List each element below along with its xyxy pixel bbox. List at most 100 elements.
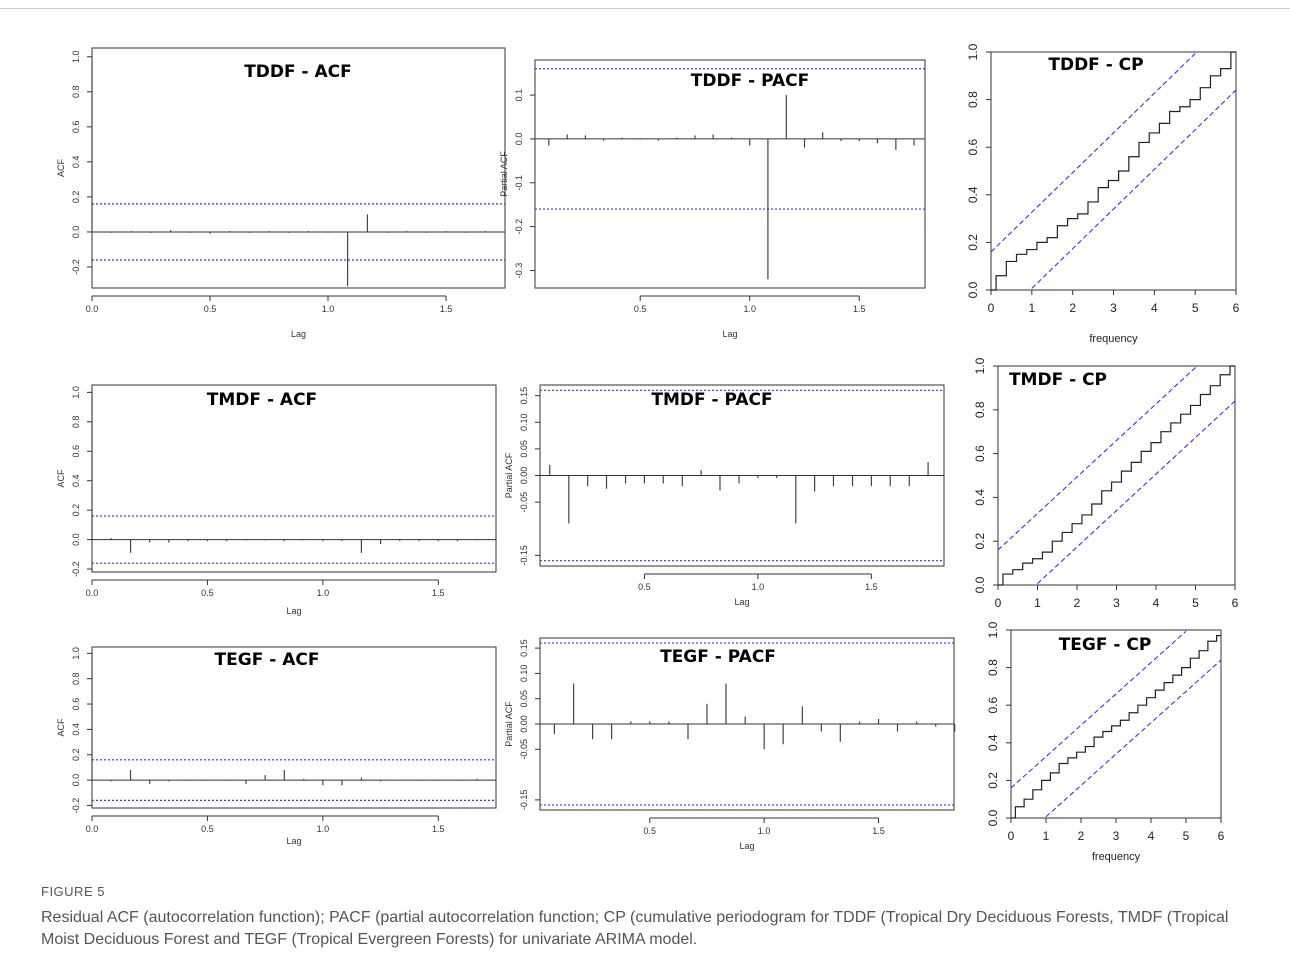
tddf-pacf-bars	[548, 95, 915, 280]
y-tick-label: -0.2	[71, 561, 81, 577]
tmdf-acf-x-axis: 0.0 0.5 1.0 1.5	[86, 579, 445, 598]
tddf-pacf-panel: -0.3 -0.2 -0.1 0.0 0.1 0.5 1.0 1.5 Lag Partial AC…	[499, 59, 926, 339]
x-tick-label: 2	[1078, 829, 1085, 843]
tddf-pacf-y-axis: -0.3 -0.2 -0.1 0.0 0.1	[514, 89, 535, 278]
tegf-acf-title: TEGF - ACF	[215, 650, 320, 670]
x-tick-label: 1	[1043, 829, 1050, 843]
tmdf-cp-x-axis: 0 1 2 3 4 5 6	[995, 585, 1239, 610]
x-tick-label: 1.0	[317, 588, 330, 598]
tmdf-pacf-title: TMDF - PACF	[651, 390, 772, 410]
tddf-acf-ylabel: ACF	[56, 158, 66, 177]
tegf-pacf-bars	[553, 683, 956, 750]
x-tick-label: 1.5	[432, 824, 445, 834]
y-tick-label: -0.15	[519, 545, 529, 566]
cp-upper-band	[990, 53, 1196, 253]
y-tick-label: -0.1	[514, 175, 524, 191]
tddf-cp-x-axis: 0 1 2 3 4 5 6	[988, 290, 1240, 315]
x-tick-label: 0	[995, 596, 1002, 610]
x-tick-label: 0.0	[86, 824, 99, 834]
tddf-acf-frame	[91, 47, 506, 289]
tegf-acf-y-axis: -0.2 0.0 0.2 0.4 0.6 0.8 1.0	[71, 647, 92, 813]
y-tick-label: 0.0	[71, 533, 81, 546]
x-tick-label: 0.5	[201, 824, 214, 834]
x-tick-label: 1	[1028, 301, 1035, 315]
tmdf-pacf-x-axis: 0.5 1.0 1.5	[638, 573, 878, 592]
tegf-cp-panel: 0.0 0.2 0.4 0.6 0.8 1.0 0 1 2 3 4 5 6 frequency TEGF -…	[986, 621, 1225, 863]
x-tick-label: 1	[1034, 596, 1041, 610]
tegf-pacf-y-axis: -0.15 -0.05 0.00 0.05 0.10 0.15	[519, 639, 540, 810]
tegf-acf-xlabel: Lag	[286, 836, 301, 846]
cp-step-line	[998, 365, 1235, 586]
tmdf-cp-frame	[997, 365, 1236, 586]
tegf-cp-title: TEGF - CP	[1059, 635, 1152, 655]
x-tick-label: 1.0	[317, 824, 330, 834]
tddf-acf-panel: -0.2 0.0 0.2 0.4 0.6 0.8 1.0 0.0 0.5 1.0 1.5 Lag ACF…	[56, 47, 506, 339]
tmdf-acf-frame	[91, 384, 497, 573]
tddf-pacf-ylabel: Partial ACF	[499, 151, 509, 197]
tegf-acf-ylabel: ACF	[56, 718, 66, 737]
x-tick-label: 1.5	[872, 826, 885, 836]
tddf-pacf-x-axis: 0.5 1.0 1.5	[634, 295, 866, 314]
y-tick-label: 0.4	[71, 474, 81, 487]
y-tick-label: 0.6	[966, 139, 980, 156]
cp-upper-band	[997, 367, 1196, 551]
y-tick-label: -0.15	[519, 790, 529, 811]
y-tick-label: 0.1	[514, 89, 524, 102]
cp-lower-band	[1031, 89, 1237, 289]
tegf-acf-frame	[91, 646, 497, 809]
y-tick-label: 0.8	[966, 91, 980, 108]
y-tick-label: 0.4	[71, 723, 81, 736]
caption-block: FIGURE 5 Residual ACF (autocorrelation f…	[41, 884, 1256, 951]
y-tick-label: 0.15	[519, 639, 529, 657]
y-tick-label: -0.3	[514, 263, 524, 279]
y-tick-label: 0.4	[71, 156, 81, 169]
x-tick-label: 1.5	[865, 582, 878, 592]
x-tick-label: 1.5	[853, 304, 866, 314]
tddf-cp-y-axis: 0.0 0.2 0.4 0.6 0.8 1.0	[966, 43, 991, 298]
x-tick-label: 5	[1183, 829, 1190, 843]
x-tick-label: 0.5	[644, 826, 657, 836]
y-tick-label: 0.05	[519, 690, 529, 708]
y-tick-label: 0.2	[71, 191, 81, 204]
x-tick-label: 6	[1233, 301, 1240, 315]
y-tick-label: 0.8	[973, 401, 987, 418]
tmdf-cp-panel: 0.0 0.2 0.4 0.6 0.8 1.0 0 1 2 3 4 5 6 TMDF - CP	[973, 357, 1239, 610]
tddf-cp-frame	[990, 51, 1237, 291]
figure-label: FIGURE 5	[41, 884, 105, 899]
x-tick-label: 1.5	[432, 588, 445, 598]
figure-frame	[0, 8, 1290, 975]
x-tick-label: 1.0	[758, 826, 771, 836]
y-tick-label: 0.2	[71, 504, 81, 517]
tmdf-acf-ylabel: ACF	[56, 469, 66, 488]
x-tick-label: 2	[1069, 301, 1076, 315]
y-tick-label: 0.4	[986, 734, 1000, 751]
tegf-pacf-title: TEGF - PACF	[660, 647, 776, 667]
y-tick-label: 0.10	[519, 665, 529, 683]
cp-lower-band	[1045, 659, 1222, 818]
tmdf-pacf-ylabel: Partial ACF	[504, 452, 514, 498]
tegf-pacf-panel: -0.15 -0.05 0.00 0.05 0.10 0.15 0.5 1.0 1.5 Lag Pa…	[504, 637, 956, 851]
x-tick-label: 0.5	[204, 304, 217, 314]
x-tick-label: 1.0	[743, 304, 756, 314]
y-tick-label: 0.6	[973, 445, 987, 462]
x-tick-label: 1.0	[322, 304, 335, 314]
y-tick-label: 0.0	[966, 281, 980, 298]
cp-lower-band	[1037, 400, 1236, 584]
tmdf-acf-bars	[91, 392, 497, 553]
x-tick-label: 4	[1153, 596, 1160, 610]
x-tick-label: 1.0	[752, 582, 765, 592]
y-tick-label: 0.0	[514, 133, 524, 146]
x-tick-label: 4	[1151, 301, 1158, 315]
x-tick-label: 5	[1192, 596, 1199, 610]
cp-step-line	[991, 51, 1236, 291]
tegf-acf-panel: -0.2 0.0 0.2 0.4 0.6 0.8 1.0 0.0 0.5 1.0 1.5 Lag ACF…	[56, 646, 497, 846]
tegf-acf-x-axis: 0.0 0.5 1.0 1.5	[86, 815, 445, 834]
tmdf-cp-title: TMDF - CP	[1009, 370, 1107, 390]
figure-caption: Residual ACF (autocorrelation function);…	[41, 909, 1229, 948]
tegf-pacf-xlabel: Lag	[739, 841, 754, 851]
y-tick-label: 1.0	[71, 51, 81, 64]
tmdf-acf-y-axis: -0.2 0.0 0.2 0.4 0.6 0.8 1.0	[71, 386, 92, 577]
y-tick-label: 0.6	[71, 121, 81, 134]
y-tick-label: 0.2	[973, 533, 987, 550]
y-tick-label: 0.05	[519, 440, 529, 458]
